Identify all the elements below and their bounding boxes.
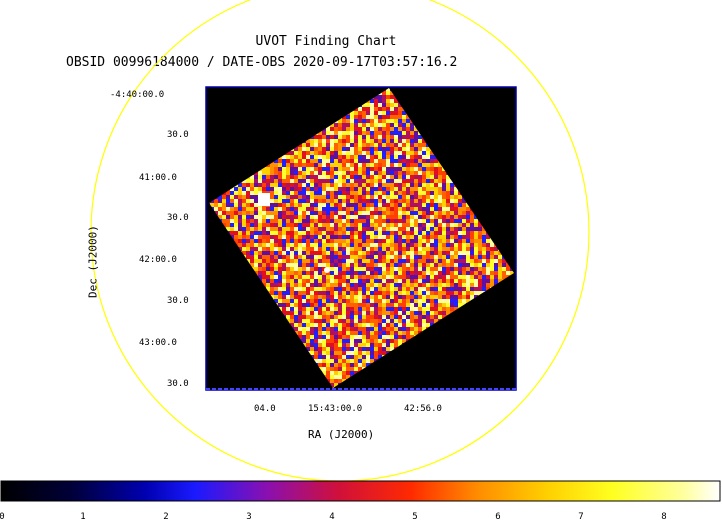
dec-tick-label: 30.0 (167, 130, 189, 140)
colorbar (1, 481, 720, 501)
dec-tick-label: 43:00.0 (139, 338, 177, 348)
dec-tick-label: 42:00.0 (139, 255, 177, 265)
dec-tick-label: 30.0 (167, 213, 189, 223)
ra-tick-label: 42:56.0 (404, 404, 442, 414)
dec-tick-label: 30.0 (167, 379, 189, 389)
dec-tick-label: 41:00.0 (139, 173, 177, 183)
bright-source (258, 193, 270, 206)
dec-tick-label: -4:40:00.0 (110, 90, 164, 100)
y-axis-label: Dec (J2000) (87, 217, 100, 307)
ra-tick-label: 04.0 (254, 404, 276, 414)
ra-tick-label: 15:43:00.0 (308, 404, 362, 414)
bright-source (324, 267, 330, 273)
dec-tick-label: 30.0 (167, 296, 189, 306)
x-axis-label: RA (J2000) (308, 428, 374, 441)
